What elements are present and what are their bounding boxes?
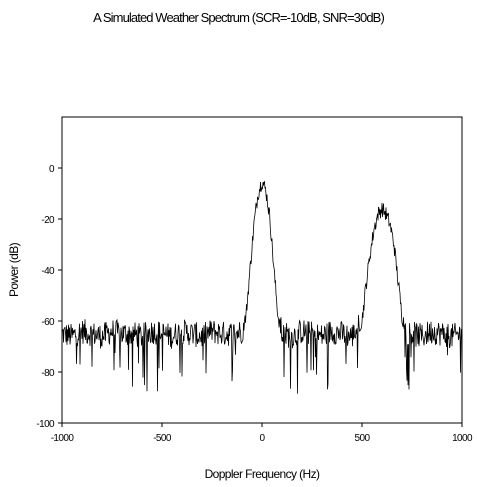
- y-tick-label: -80: [41, 368, 55, 379]
- plot-series: [61, 180, 463, 394]
- y-tick-label: -100: [36, 419, 55, 430]
- x-tick-label: 1000: [452, 433, 473, 444]
- x-tick-label: -500: [153, 433, 172, 444]
- y-tick-label: -40: [41, 266, 55, 277]
- chart-title: A Simulated Weather Spectrum (SCR=-10dB,…: [93, 10, 385, 25]
- y-axis-label: Power (dB): [7, 242, 21, 297]
- x-tick-label: 0: [260, 433, 266, 444]
- y-tick-label: 0: [49, 164, 55, 175]
- y-tick-label: -60: [41, 317, 55, 328]
- y-tick-label: -20: [41, 215, 55, 226]
- x-tick-label: 500: [355, 433, 371, 444]
- axis-ticks: -1000 -500 0 500 1000 0 -20 -40 -60 -80 -100: [36, 164, 473, 444]
- x-axis-label: Doppler Frequency (Hz): [205, 467, 320, 481]
- spectrum-series-line: [61, 180, 463, 394]
- plot-area-frame: [61, 116, 463, 424]
- x-tick-label: -1000: [51, 433, 75, 444]
